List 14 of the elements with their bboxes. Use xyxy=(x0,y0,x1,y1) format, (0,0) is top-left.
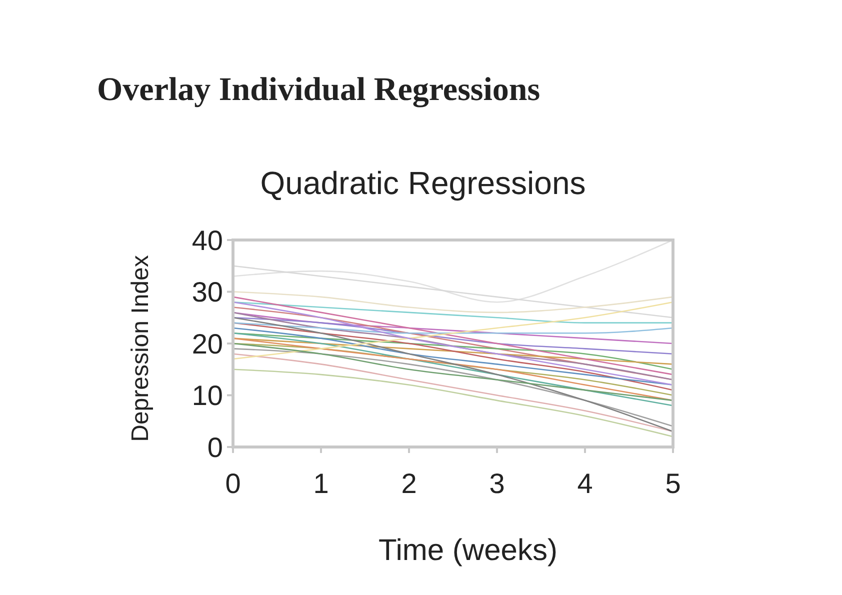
y-tick-label: 10 xyxy=(192,380,223,412)
x-axis-title: Time (weeks) xyxy=(378,534,558,567)
y-axis-title: Depression Index xyxy=(127,255,154,442)
y-tick-label: 40 xyxy=(192,224,223,256)
chart-title: Overlay Individual Regressions xyxy=(97,72,540,108)
x-tick-label: 4 xyxy=(577,468,593,499)
y-tick-label: 0 xyxy=(207,432,223,463)
x-tick-label: 1 xyxy=(313,468,329,499)
x-tick-label: 3 xyxy=(489,468,505,499)
y-tick-label: 30 xyxy=(192,276,223,308)
y-tick-label: 20 xyxy=(192,328,223,360)
x-tick-label: 2 xyxy=(401,468,417,499)
x-tick-label: 5 xyxy=(665,468,681,499)
chart-subtitle: Quadratic Regressions xyxy=(260,165,586,201)
